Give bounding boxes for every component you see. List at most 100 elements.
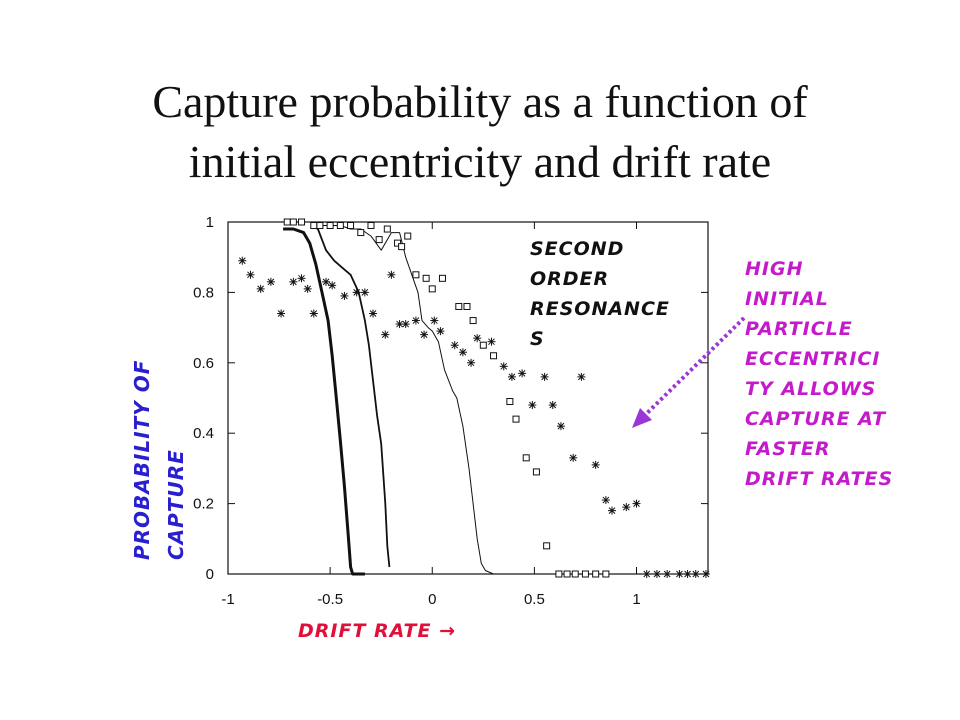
square-point (375, 236, 383, 244)
square-point (428, 285, 436, 293)
square-point (412, 271, 420, 279)
square-point (298, 218, 306, 226)
x-tick-label: 0.5 (524, 591, 545, 608)
slide-title-line1: Capture probability as a function of (152, 76, 808, 127)
star-point (352, 288, 361, 297)
star-point (360, 288, 369, 297)
star-point (458, 348, 467, 357)
second-order-line: Second (530, 238, 625, 260)
square-point (543, 542, 551, 550)
second-order-line: order (530, 268, 610, 290)
chart-marks (238, 218, 710, 578)
square-point (404, 232, 412, 240)
star-point (528, 401, 537, 410)
y-axis-label-line2: capture (164, 449, 188, 560)
series-line-0 (283, 227, 365, 576)
slide-title: Capture probability as a function of ini… (0, 72, 960, 192)
square-point (283, 218, 291, 226)
star-point (518, 369, 527, 378)
second-order-annotation: Second order resonance s (530, 234, 705, 354)
star-point (266, 277, 275, 286)
star-point (507, 372, 516, 381)
star-point (277, 309, 286, 318)
x-axis-arrow-icon: → (439, 620, 457, 642)
series-line-1 (311, 224, 391, 568)
star-point (297, 274, 306, 283)
square-point (463, 302, 471, 310)
square-point (506, 398, 514, 406)
high-ecc-line: capture at (745, 408, 887, 430)
y-tick-label: 1 (206, 214, 214, 231)
square-point (289, 218, 297, 226)
high-ecc-line: eccentrici (745, 348, 881, 370)
star-point (436, 327, 445, 336)
x-axis-label: Drift rate → (298, 620, 456, 642)
star-point (577, 372, 586, 381)
star-point (450, 341, 459, 350)
star-point (309, 309, 318, 318)
square-point (438, 274, 446, 282)
square-point (522, 454, 530, 462)
square-point (563, 570, 571, 578)
star-point (420, 330, 429, 339)
star-point (499, 362, 508, 371)
star-point (663, 570, 672, 578)
series-line-2 (319, 225, 545, 575)
x-axis-label-text: Drift rate (298, 620, 432, 642)
square-point (310, 222, 318, 230)
annotation-arrow (638, 316, 746, 422)
star-point (387, 270, 396, 279)
star-point (701, 570, 710, 578)
star-point (683, 570, 692, 578)
star-point (411, 316, 420, 325)
high-ecc-line: particle (745, 318, 853, 340)
star-point (632, 499, 641, 508)
star-point (246, 270, 255, 279)
y-tick-label: 0.4 (193, 425, 214, 442)
x-tick-label: -0.5 (317, 591, 343, 608)
y-axis-label-line1: Probability of (130, 359, 154, 560)
square-point (512, 415, 520, 423)
star-point (487, 337, 496, 346)
star-point (622, 503, 631, 512)
square-point (336, 222, 344, 230)
second-order-line: s (530, 328, 545, 350)
x-tick-label: 0 (428, 591, 436, 608)
star-point (591, 460, 600, 469)
star-point (569, 453, 578, 462)
high-ecc-line: initial (745, 288, 829, 310)
star-point (548, 401, 557, 410)
high-ecc-line: drift rates (745, 468, 894, 490)
square-point (316, 222, 324, 230)
star-point (473, 334, 482, 343)
x-tick-label: 1 (632, 591, 640, 608)
high-ecc-line: ty allows (745, 378, 877, 400)
star-point (369, 309, 378, 318)
star-point (467, 358, 476, 367)
square-point (571, 570, 579, 578)
star-point (238, 256, 247, 265)
y-tick-label: 0.2 (193, 496, 214, 513)
star-point (430, 316, 439, 325)
square-point (479, 341, 487, 349)
square-point (581, 570, 589, 578)
square-point (394, 239, 402, 247)
y-tick-label: 0.8 (193, 284, 214, 301)
star-point (322, 277, 331, 286)
star-point (381, 330, 390, 339)
high-ecc-line: High (745, 258, 804, 280)
star-point (675, 570, 684, 578)
square-point (602, 570, 610, 578)
star-point (328, 281, 337, 290)
square-point (490, 352, 498, 360)
star-point (256, 284, 265, 293)
star-point (395, 320, 404, 329)
square-point (592, 570, 600, 578)
star-point (303, 284, 312, 293)
high-ecc-line: faster (745, 438, 831, 460)
square-point (532, 468, 540, 476)
square-point (383, 225, 391, 233)
square-point (347, 222, 355, 230)
square-point (357, 229, 365, 237)
